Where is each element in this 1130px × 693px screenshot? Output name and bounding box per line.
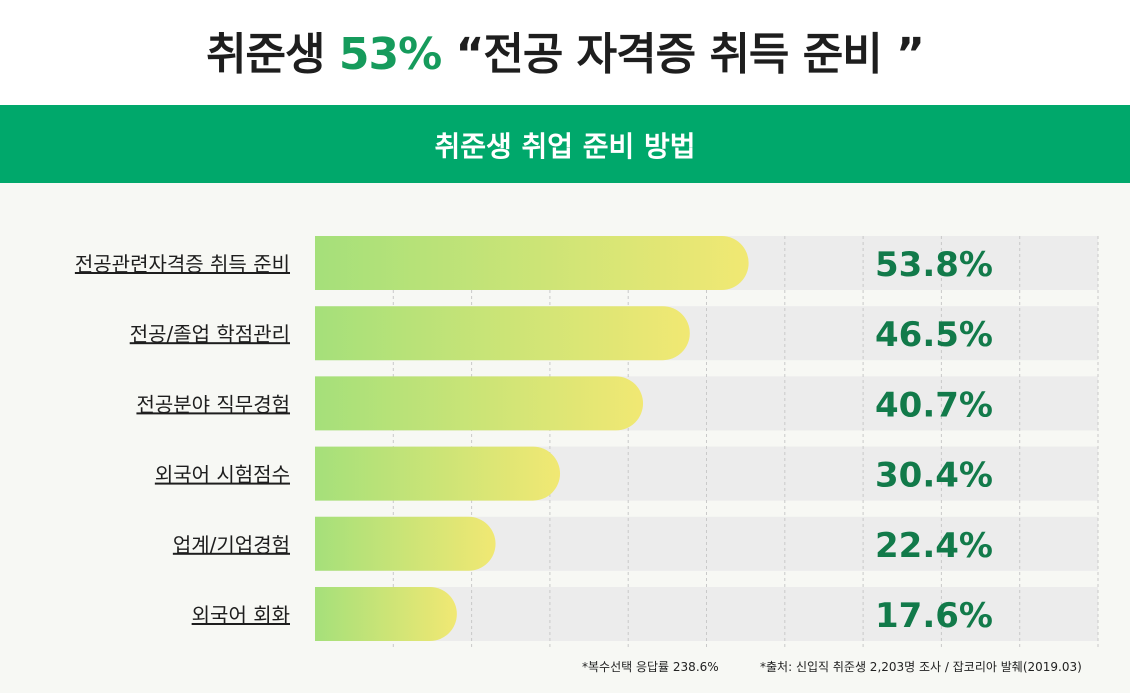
bar bbox=[315, 306, 690, 361]
value-label: 53.8% bbox=[875, 245, 993, 285]
category-label: 전공관련자격증 취득 준비 bbox=[75, 252, 290, 276]
title-suffix: “전공 자격증 취득 준비 ” bbox=[441, 29, 924, 80]
page-title: 취준생 53% “전공 자격증 취득 준비 ” bbox=[0, 18, 1130, 82]
category-label: 외국어 회화 bbox=[192, 603, 290, 627]
category-label: 전공분야 직무경험 bbox=[136, 392, 290, 416]
value-label: 46.5% bbox=[875, 315, 993, 355]
bar bbox=[315, 236, 749, 290]
value-label: 22.4% bbox=[875, 526, 993, 566]
bar bbox=[315, 376, 644, 431]
bar bbox=[315, 446, 561, 501]
chart-subtitle: 취준생 취업 준비 방법 bbox=[434, 130, 696, 163]
category-label: 전공/졸업 학점관리 bbox=[130, 322, 290, 346]
title-accent: 53% bbox=[338, 29, 442, 80]
response-rate-note: *복수선택 응답률 238.6% bbox=[582, 660, 719, 674]
bar bbox=[315, 587, 457, 641]
bar bbox=[315, 516, 496, 571]
category-label: 외국어 시험점수 bbox=[155, 463, 290, 487]
title-area bbox=[0, 0, 1130, 105]
title-prefix: 취준생 bbox=[206, 29, 339, 80]
category-label: 업계/기업경험 bbox=[173, 533, 290, 557]
value-label: 30.4% bbox=[875, 456, 993, 496]
source-note: *출처: 신입직 취준생 2,203명 조사 / 잡코리아 발췌(2019.03… bbox=[760, 660, 1082, 674]
value-label: 40.7% bbox=[875, 385, 993, 425]
subtitle-banner bbox=[0, 105, 1130, 183]
value-label: 17.6% bbox=[875, 596, 993, 636]
